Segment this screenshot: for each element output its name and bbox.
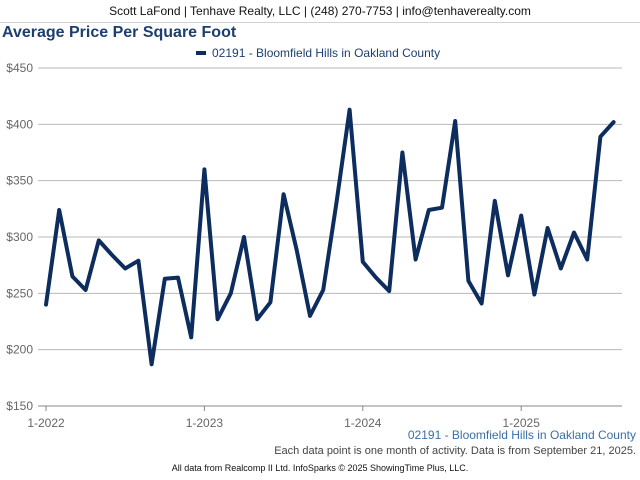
data-point [268,300,272,304]
data-point [466,279,470,283]
x-tick-label: 1-2025 [503,416,541,430]
data-point [136,259,140,263]
legend: 02191 - Bloomfield Hills in Oakland Coun… [196,46,440,60]
y-tick-label: $250 [6,286,33,300]
data-point [295,249,299,253]
data-point [282,192,286,196]
data-point [176,276,180,280]
series-line [44,107,616,367]
data-point [374,276,378,280]
data-credit: All data from Realcomp II Ltd. InfoSpark… [171,463,469,473]
data-point [110,253,114,257]
y-tick-label: $200 [6,343,33,357]
data-point [612,120,616,124]
data-point [44,303,48,307]
data-point [321,288,325,292]
data-point [506,273,510,277]
data-point [334,201,338,205]
x-tick-label: 1-2022 [27,416,65,430]
data-point [585,258,589,262]
y-tick-label: $150 [6,399,33,413]
data-point [361,260,365,264]
data-point [70,274,74,278]
data-point [427,208,431,212]
data-point [57,208,61,212]
data-point [519,214,523,218]
chart-title: Average Price Per Square Foot [2,24,237,41]
data-point [572,230,576,234]
x-tick-label: 1-2024 [344,416,382,430]
data-point [163,277,167,281]
data-point [97,238,101,242]
y-tick-label: $300 [6,230,33,244]
x-tick-label: 1-2023 [186,416,224,430]
legend-label: 02191 - Bloomfield Hills in Oakland Coun… [212,46,441,60]
data-point [480,301,484,305]
series-footer-label: 02191 - Bloomfield Hills in Oakland Coun… [407,428,636,442]
data-point [189,335,193,339]
data-point [387,289,391,293]
data-point [308,314,312,318]
data-point [202,167,206,171]
data-point [598,135,602,139]
data-point [348,108,352,112]
data-point [414,258,418,262]
legend-swatch [196,51,206,55]
contact-header: Scott LaFond | Tenhave Realty, LLC | (24… [0,0,640,23]
data-point [493,199,497,203]
data-point [532,292,536,296]
data-point [84,288,88,292]
data-point [150,362,154,366]
data-point [123,267,127,271]
data-point [242,235,246,239]
data-point [216,317,220,321]
data-point [229,291,233,295]
data-point [546,226,550,230]
data-point [400,151,404,154]
y-tick-label: $350 [6,174,33,188]
y-tick-label: $450 [6,61,33,75]
data-point [453,119,457,123]
data-point [559,267,563,271]
data-point [440,206,444,210]
y-tick-label: $400 [6,117,33,131]
data-point [255,317,259,321]
data-note: Each data point is one month of activity… [274,445,636,457]
